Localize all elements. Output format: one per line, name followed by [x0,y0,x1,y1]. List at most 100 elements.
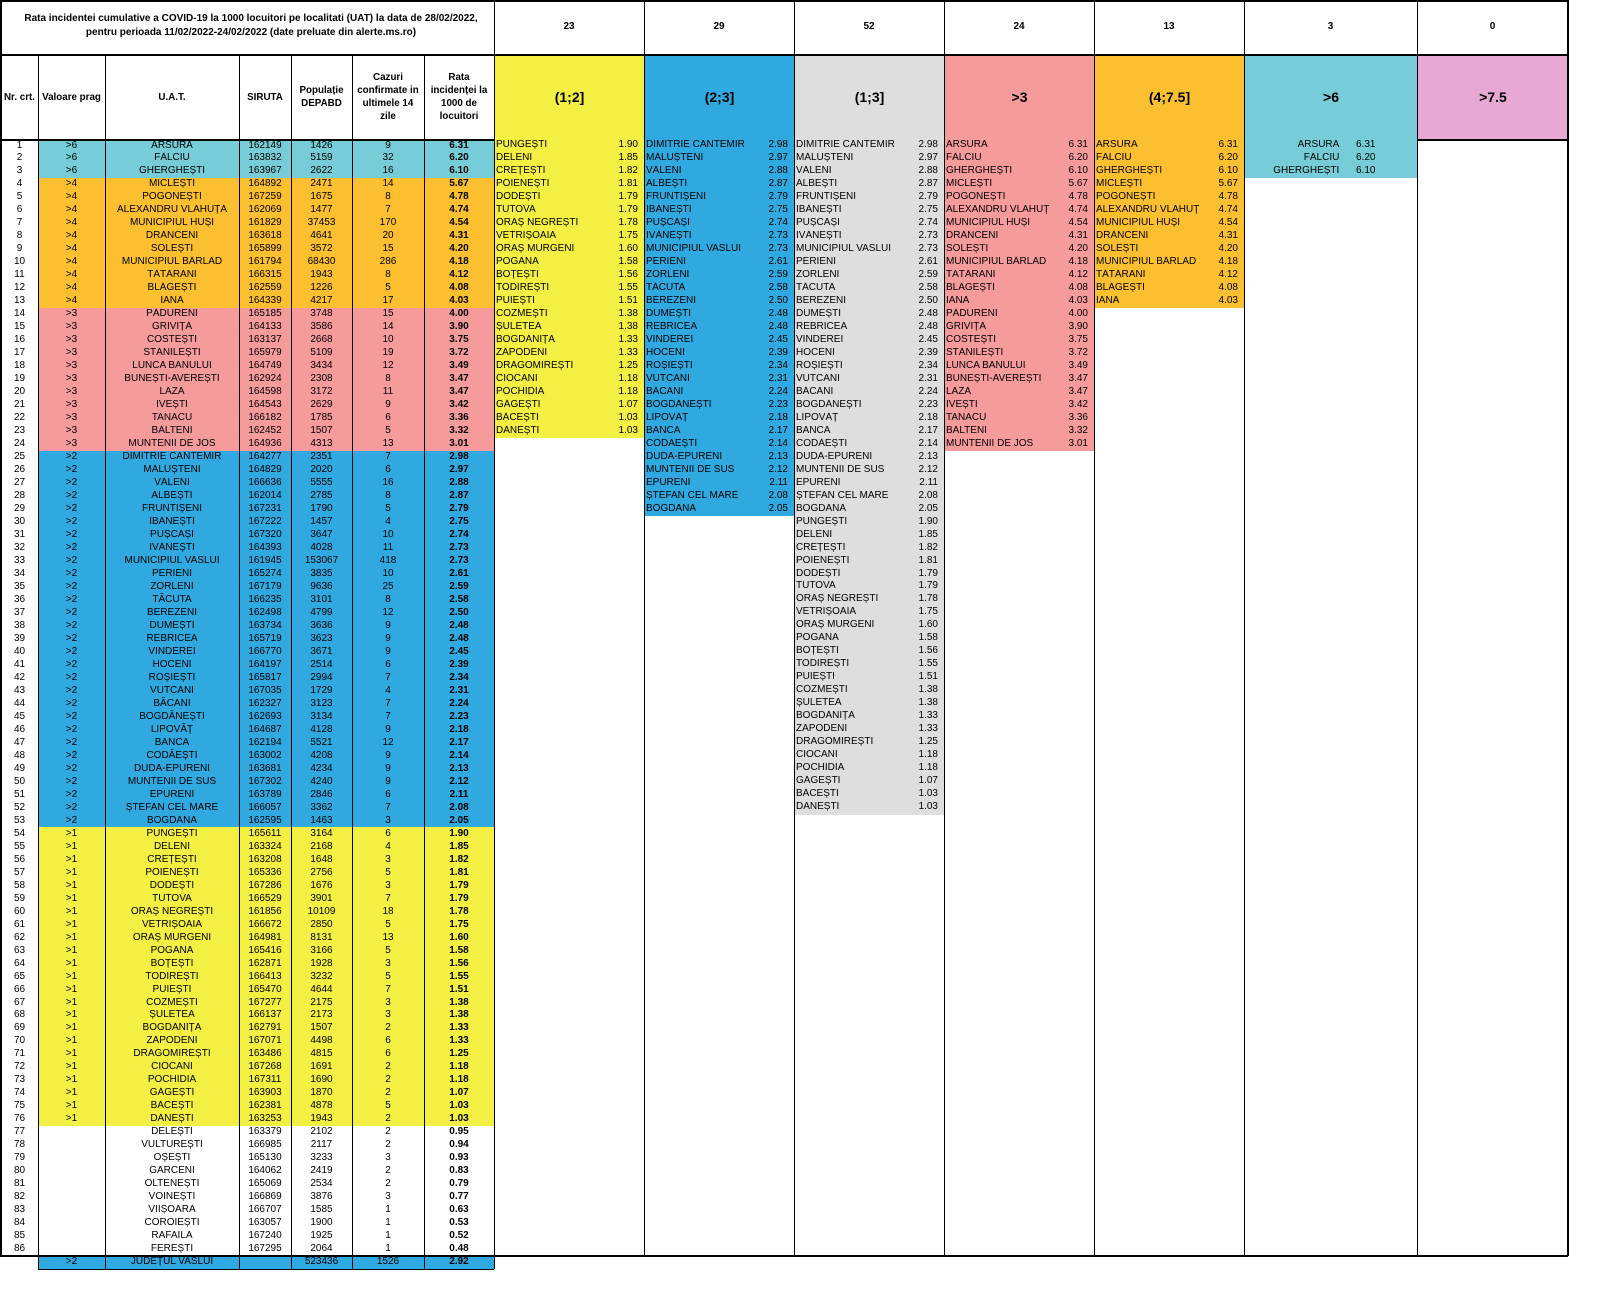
category-item-name: CREȚEȘTI [496,164,546,176]
cazuri-cell: 8 [352,593,424,607]
category-item [795,671,944,685]
prag-cell: >2 [38,710,105,724]
siruta-cell: 164829 [239,463,291,478]
category-item-value: 2.48 [918,320,938,332]
rata-cell: 2.48 [424,632,494,646]
table-border [38,1268,494,1270]
table-border [0,0,1568,2]
prag-cell [38,1164,105,1179]
pop-cell: 5109 [291,346,352,361]
col-divider [494,1255,495,1269]
category-item [945,372,1094,387]
nr-cell: 5 [1,190,38,205]
pop-cell: 2168 [291,840,352,854]
uat-cell: VIIȘOARA [105,1203,239,1218]
pop-cell: 1675 [291,190,352,205]
prag-cell: >2 [38,476,105,491]
category-item [795,463,944,478]
pop-cell: 4641 [291,229,352,244]
category-item [645,385,794,400]
siruta-cell [239,1255,291,1270]
siruta-cell: 164339 [239,294,291,309]
category-label: >7.5 [1418,56,1568,139]
header-prag: Valoare prag [42,91,101,103]
nr-cell: 70 [1,1034,38,1049]
category-item-value: 2.39 [918,346,938,358]
category-item-value: 3.75 [1068,333,1088,345]
pop-cell: 1729 [291,684,352,698]
prag-cell: >1 [38,918,105,932]
pop-cell: 4208 [291,749,352,763]
category-item [795,346,944,361]
cazuri-cell: 8 [352,190,424,205]
category-item-name: ARSURA [946,139,988,150]
pop-cell: 4128 [291,723,352,737]
rata-cell: 4.08 [424,281,494,296]
cazuri-cell: 7 [352,697,424,711]
category-item-name: LIPOVĂȚ [646,411,689,423]
category-item-name: DRAGOMIREȘTI [496,359,574,371]
nr-cell: 31 [1,528,38,543]
col-divider [105,1255,106,1269]
category-item-value: 4.54 [1218,216,1238,228]
uat-cell: DODEȘTI [105,879,239,893]
category-item-value: 1.18 [918,749,938,761]
cazuri-cell: 18 [352,905,424,919]
category-item-value: 2.79 [918,190,938,202]
prag-cell: >1 [38,853,105,867]
category-item-name: MUNICIPIUL HUȘI [1096,216,1181,228]
category-item-value: 1.55 [918,658,938,670]
siruta-cell: 165069 [239,1177,291,1192]
category-item-name: LIPOVĂȚ [796,411,839,423]
category-item [1095,177,1244,192]
category-item [1095,229,1244,244]
col-divider [424,1255,425,1269]
uat-cell: TUTOVA [105,892,239,906]
uat-cell: PUNGEȘTI [105,827,239,841]
category-item-name: ȘULETEA [496,320,542,332]
prag-cell: >2 [38,515,105,530]
category-item-name: PERIENI [796,255,837,267]
category-item [645,346,794,361]
category-item-name: COZMEȘTI [796,684,848,696]
category-item [795,307,944,322]
category-item-name: VETRIȘOAIA [796,606,857,618]
category-item-name: FRUNTIȘENI [796,190,856,202]
nr-cell: 28 [1,489,38,504]
prag-cell: >1 [38,1099,105,1114]
cazuri-cell: 6 [352,411,424,426]
category-item-name: CREȚEȘTI [796,541,846,553]
uat-cell: MUNICIPIUL VASLUI [105,554,239,568]
uat-cell: ALEXANDRU VLAHUȚĂ [105,203,239,218]
category-item [945,203,1094,218]
siruta-cell: 165336 [239,866,291,880]
category-item-name: CODĂEȘTI [796,437,848,449]
cazuri-cell: 2 [352,1112,424,1127]
prag-cell [38,1242,105,1257]
category-item-name: DUDA-EPURENI [796,450,873,462]
category-item-value: 1.51 [618,294,638,306]
rata-cell: 2.11 [424,788,494,802]
category-item-name: IANA [946,294,970,306]
category-item-name: TODIREȘTI [796,658,850,670]
category-item-name: MUNICIPIUL HUȘI [946,216,1031,228]
pop-cell: 3586 [291,320,352,335]
category-item [945,385,1094,400]
cazuri-cell: 1 [352,1203,424,1218]
category-item-value: 5.67 [1218,177,1238,189]
category-item [945,139,1094,153]
category-item-value: 5.67 [1068,177,1088,189]
nr-cell: 1 [1,139,38,153]
category-item [495,229,644,244]
siruta-cell: 166315 [239,268,291,283]
siruta-cell: 163137 [239,333,291,348]
header-nr: Nr. crt. [3,91,36,103]
uat-cell: MICLEȘTI [105,177,239,192]
category-item-value: 1.03 [618,411,638,423]
category-item [495,242,644,257]
uat-cell: BLĂGEȘTI [105,281,239,296]
prag-cell: >2 [38,788,105,802]
siruta-cell: 161856 [239,905,291,919]
pop-cell: 4799 [291,606,352,620]
category-item [795,294,944,309]
